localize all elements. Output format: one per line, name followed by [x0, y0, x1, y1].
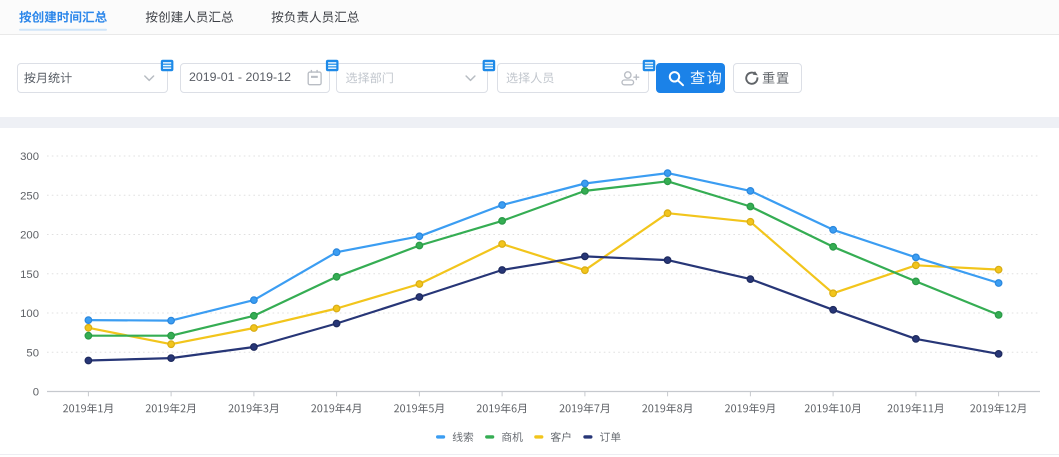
svg-text:200: 200: [20, 230, 39, 242]
svg-text:150: 150: [20, 269, 39, 281]
svg-text:250: 250: [20, 191, 39, 203]
svg-text:300: 300: [20, 151, 39, 163]
svg-text:0: 0: [33, 387, 39, 399]
svg-text:100: 100: [20, 308, 39, 320]
svg-text:50: 50: [26, 347, 39, 359]
